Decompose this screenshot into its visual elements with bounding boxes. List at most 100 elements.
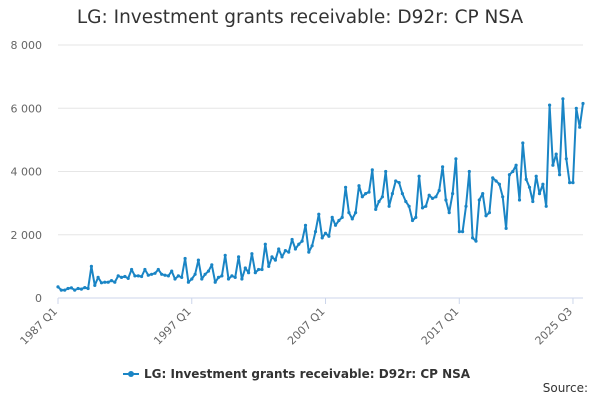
data-point — [317, 212, 321, 216]
source-label: Source: — [542, 381, 588, 395]
data-point — [243, 266, 247, 270]
data-point — [76, 286, 80, 291]
data-point — [263, 242, 267, 246]
data-point — [226, 277, 231, 281]
data-point — [287, 250, 291, 254]
data-point — [558, 173, 562, 177]
data-point — [464, 204, 468, 208]
data-point — [330, 215, 334, 219]
data-point — [313, 230, 318, 234]
data-point — [270, 255, 274, 259]
data-point — [414, 215, 418, 219]
data-point — [347, 211, 351, 215]
data-point — [146, 273, 150, 277]
data-point — [581, 101, 585, 106]
series-line — [57, 97, 584, 292]
x-tick-label: 2025 Q3 — [533, 305, 576, 348]
data-point — [437, 188, 441, 193]
data-point — [551, 163, 555, 167]
chart-title: LG: Investment grants receivable: D92r: … — [76, 7, 524, 28]
data-point — [143, 267, 147, 272]
data-point — [93, 283, 97, 287]
data-point — [106, 280, 110, 284]
data-point — [220, 274, 224, 278]
data-point — [150, 272, 154, 276]
series-group — [56, 97, 585, 292]
data-point — [323, 231, 328, 235]
data-point — [360, 195, 364, 199]
data-point — [571, 181, 575, 185]
y-tick-label: 8 000 — [11, 39, 43, 52]
legend-marker — [128, 371, 134, 377]
data-point — [444, 198, 448, 202]
data-point — [89, 264, 93, 268]
legend[interactable]: LG: Investment grants receivable: D92r: … — [123, 367, 471, 381]
data-point — [537, 192, 542, 196]
data-point — [501, 195, 505, 199]
y-tick-label: 0 — [35, 292, 42, 305]
data-point — [210, 263, 214, 267]
data-point — [467, 169, 471, 174]
data-point — [156, 267, 160, 272]
data-point — [133, 274, 137, 278]
data-point — [484, 214, 488, 218]
data-point — [554, 152, 558, 156]
data-point — [230, 274, 234, 278]
data-point — [63, 288, 67, 292]
x-tick-label: 1997 Q1 — [151, 305, 194, 348]
data-point — [96, 275, 100, 279]
data-point — [420, 206, 425, 210]
data-point — [407, 204, 411, 208]
data-point — [367, 190, 371, 194]
data-point — [417, 174, 421, 178]
data-point — [487, 211, 491, 215]
data-point — [153, 271, 157, 275]
data-point — [320, 236, 324, 240]
data-point — [344, 185, 348, 189]
data-point — [216, 275, 221, 279]
data-point — [427, 193, 431, 197]
data-point — [213, 280, 217, 284]
data-point — [521, 141, 525, 145]
data-point — [497, 182, 501, 186]
x-tick-label: 1987 Q1 — [18, 305, 61, 348]
data-point — [273, 258, 277, 262]
data-point — [374, 207, 378, 211]
data-point — [290, 237, 294, 242]
data-point — [394, 179, 398, 183]
data-point — [561, 97, 565, 101]
data-point — [83, 286, 87, 290]
data-point — [190, 277, 194, 281]
data-point — [384, 169, 388, 174]
data-point — [578, 125, 582, 129]
data-point — [136, 274, 140, 278]
data-point — [333, 223, 338, 227]
data-point — [511, 169, 515, 174]
data-point — [170, 269, 174, 273]
data-point — [410, 218, 415, 223]
data-point — [354, 211, 358, 215]
data-point — [200, 277, 204, 281]
data-point — [166, 274, 170, 278]
data-point — [424, 204, 428, 208]
data-point — [494, 179, 498, 183]
data-point — [454, 157, 458, 161]
data-point — [193, 272, 197, 276]
y-tick-label: 4 000 — [11, 166, 43, 179]
data-point — [504, 226, 508, 230]
data-point — [400, 192, 404, 196]
data-point — [477, 198, 481, 202]
data-point — [293, 247, 297, 251]
data-point — [380, 195, 384, 199]
data-point — [430, 196, 435, 200]
data-point — [280, 255, 284, 259]
data-point — [250, 252, 254, 256]
data-point — [277, 247, 281, 251]
data-point — [461, 230, 465, 234]
data-point — [257, 267, 261, 272]
data-point — [451, 192, 455, 196]
data-point — [350, 217, 354, 221]
data-point — [116, 274, 120, 278]
data-point — [59, 288, 63, 292]
